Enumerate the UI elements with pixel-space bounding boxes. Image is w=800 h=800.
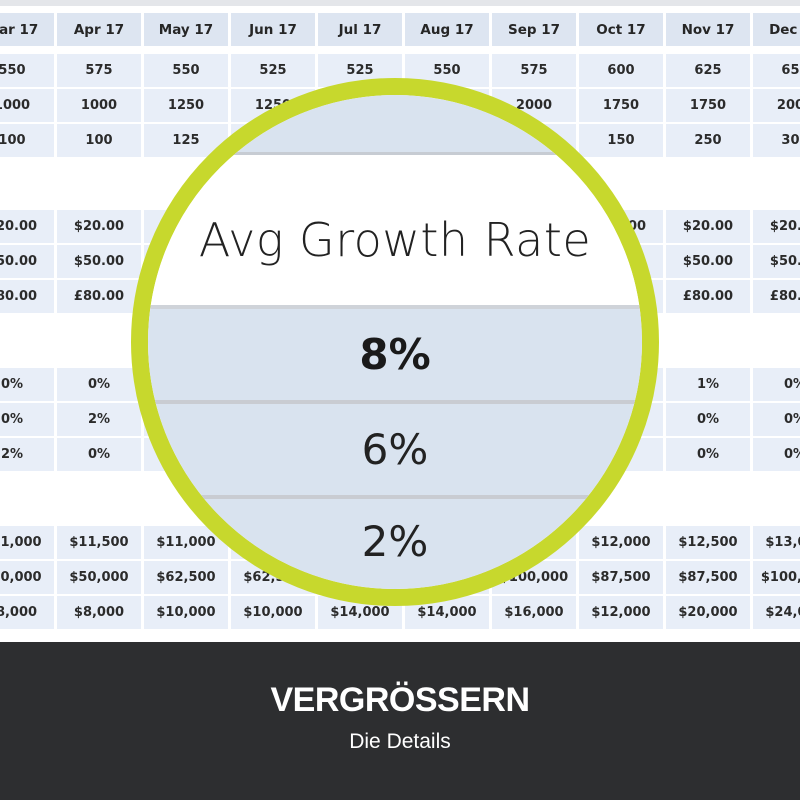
top-divider <box>0 0 800 6</box>
column-header: Dec 17 <box>753 13 800 46</box>
table-cell: 0% <box>753 438 800 471</box>
table-cell: £80.00 <box>753 280 800 313</box>
table-cell: 650 <box>753 54 800 87</box>
magnifier-lens: Avg Growth Rate 8% 6% 2% <box>131 78 659 606</box>
table-cell: 525 <box>231 54 315 87</box>
table-cell: 575 <box>492 54 576 87</box>
table-cell: 575 <box>57 54 141 87</box>
table-cell: $20,000 <box>666 596 750 629</box>
lens-title: Avg Growth Rate <box>198 213 592 267</box>
table-cell: $20.00 <box>753 210 800 243</box>
table-cell: $50,000 <box>57 561 141 594</box>
table-cell: $10,000 <box>231 596 315 629</box>
table-cell: 250 <box>666 124 750 157</box>
table-cell: 550 <box>144 54 228 87</box>
table-cell: $50,000 <box>0 561 54 594</box>
footer-banner <box>0 642 800 800</box>
table-cell: 0% <box>666 403 750 436</box>
table-cell: $20.00 <box>57 210 141 243</box>
table-cell: £80.00 <box>666 280 750 313</box>
table-cell: $12,000 <box>579 596 663 629</box>
table-cell: 0% <box>0 403 54 436</box>
table-cell: 100 <box>57 124 141 157</box>
table-cell: 1000 <box>57 89 141 122</box>
table-row: $8,000$8,000$10,000$10,000$14,000$14,000… <box>0 596 800 629</box>
table-cell: 100 <box>0 124 54 157</box>
table-cell: 0% <box>753 368 800 401</box>
table-cell: $100,000 <box>753 561 800 594</box>
table-cell: $11,000 <box>0 526 54 559</box>
column-header: Sep 17 <box>492 13 576 46</box>
footer-subtitle: Die Details <box>349 730 451 753</box>
lens-value-3: 2% <box>361 517 429 566</box>
column-header: Oct 17 <box>579 13 663 46</box>
lens-header-band <box>148 95 642 155</box>
table-cell: $8,000 <box>0 596 54 629</box>
table-cell: $87,500 <box>666 561 750 594</box>
table-cell: 625 <box>666 54 750 87</box>
table-cell: $20.00 <box>666 210 750 243</box>
lens-row-2: 6% <box>148 400 642 495</box>
table-cell: $11,500 <box>57 526 141 559</box>
table-cell: 1750 <box>666 89 750 122</box>
table-cell: £80.00 <box>0 280 54 313</box>
table-cell: 600 <box>579 54 663 87</box>
table-cell: $10,000 <box>144 596 228 629</box>
lens-row-3: 2% <box>148 495 642 589</box>
table-cell: £80.00 <box>57 280 141 313</box>
table-cell: $50.00 <box>57 245 141 278</box>
column-header: Aug 17 <box>405 13 489 46</box>
lens-value-1: 8% <box>359 330 431 379</box>
table-cell: $12,500 <box>666 526 750 559</box>
table-cell: $50.00 <box>666 245 750 278</box>
table-cell: 0% <box>666 438 750 471</box>
column-header: Apr 17 <box>57 13 141 46</box>
column-header: May 17 <box>144 13 228 46</box>
table-cell: 2% <box>57 403 141 436</box>
lens-title-band: Avg Growth Rate <box>148 155 642 305</box>
table-cell: 1000 <box>0 89 54 122</box>
table-cell: 0% <box>753 403 800 436</box>
table-cell: $20.00 <box>0 210 54 243</box>
table-cell: 550 <box>0 54 54 87</box>
table-cell: $13,000 <box>753 526 800 559</box>
table-cell: $50.00 <box>0 245 54 278</box>
footer-title: VERGRÖSSERN <box>270 681 531 719</box>
lens-value-2: 6% <box>361 425 429 474</box>
table-cell: 300 <box>753 124 800 157</box>
table-cell: $50.00 <box>753 245 800 278</box>
column-header: Jul 17 <box>318 13 402 46</box>
lens-row-1: 8% <box>148 305 642 400</box>
table-cell: $24,000 <box>753 596 800 629</box>
table-cell: 0% <box>57 438 141 471</box>
column-header: Jun 17 <box>231 13 315 46</box>
column-header: Mar 17 <box>0 13 54 46</box>
table-cell: 1% <box>666 368 750 401</box>
table-cell: 0% <box>0 368 54 401</box>
table-cell: $8,000 <box>57 596 141 629</box>
table-cell: 0% <box>57 368 141 401</box>
table-cell: 2000 <box>753 89 800 122</box>
table-cell: 2% <box>0 438 54 471</box>
table-cell: $16,000 <box>492 596 576 629</box>
column-header: Nov 17 <box>666 13 750 46</box>
